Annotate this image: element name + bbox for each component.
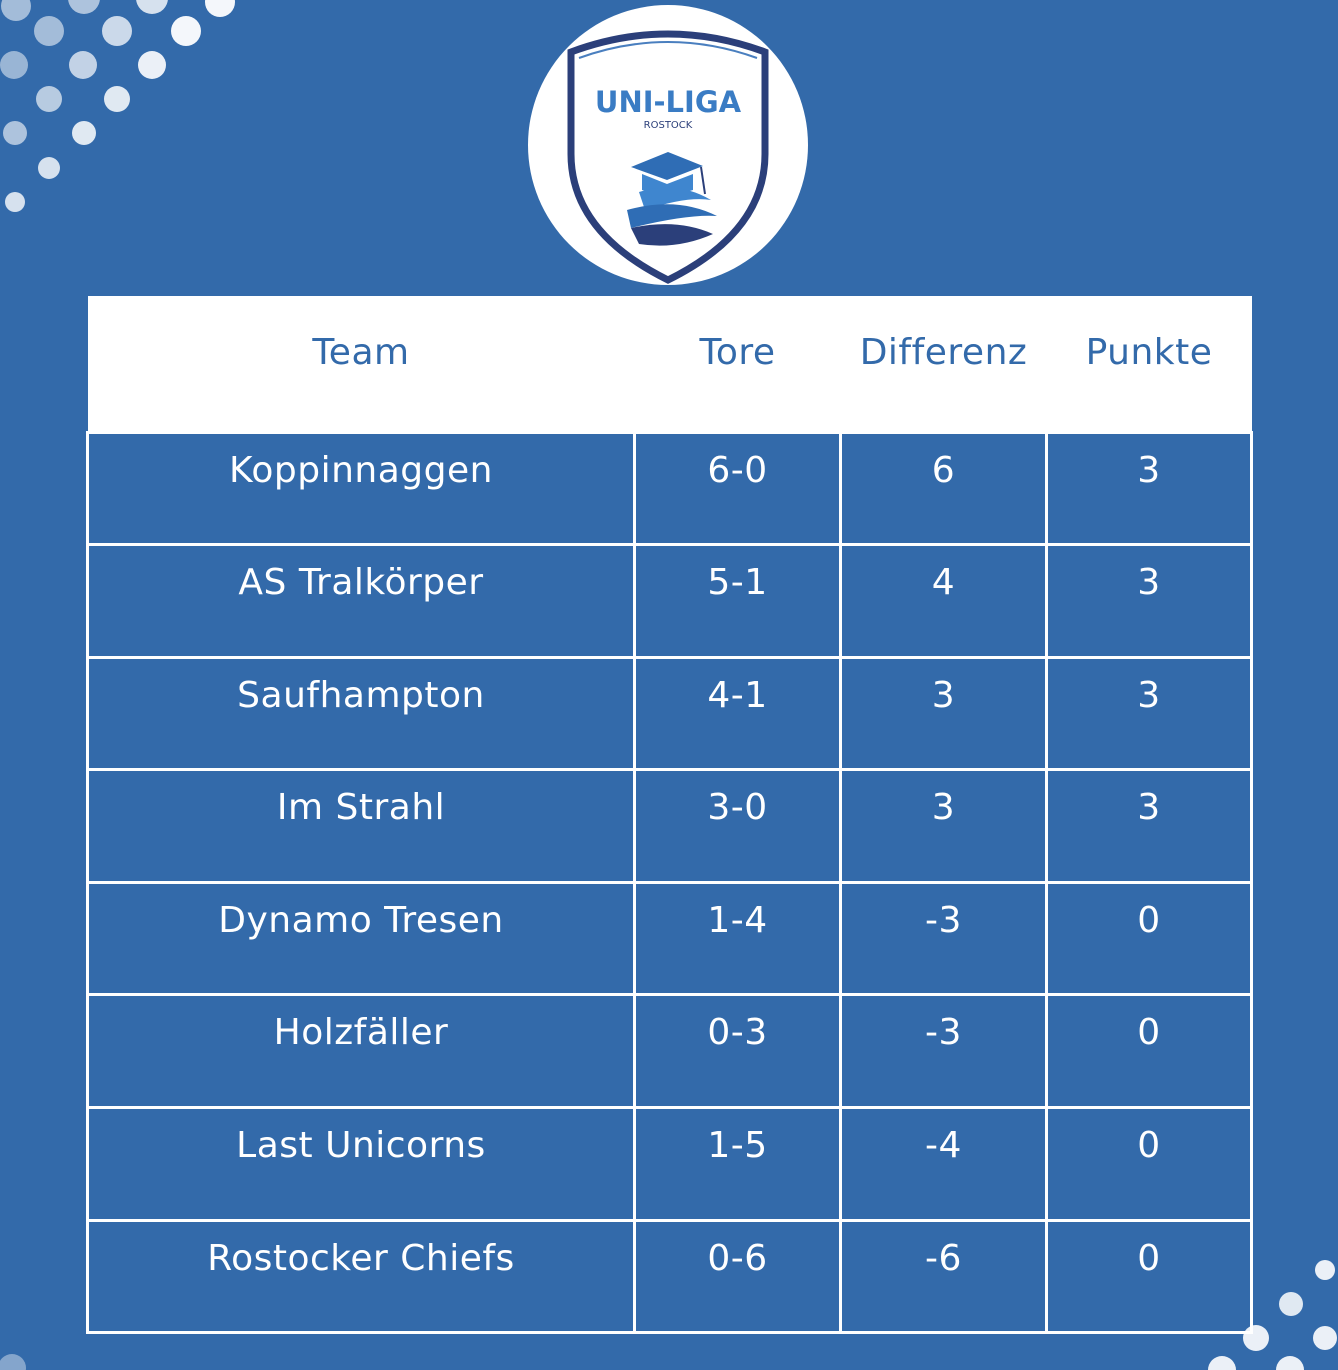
differenz-cell: 4 (839, 543, 1048, 659)
differenz-cell: -4 (839, 1106, 1048, 1222)
header-punkte: Punkte (1085, 332, 1213, 373)
punkte-cell: 0 (1045, 993, 1253, 1110)
header-tore: Tore (699, 332, 776, 373)
team-name: Im Strahl (86, 768, 636, 884)
league-logo: UNI-LIGA ROSTOCK (527, 4, 809, 286)
tore-cell: 5-1 (633, 543, 842, 659)
punkte-cell: 3 (1045, 543, 1253, 659)
logo-title: UNI-LIGA (595, 85, 742, 119)
punkte-cell: 0 (1045, 1106, 1253, 1222)
differenz-cell: -3 (839, 993, 1048, 1110)
team-name: Saufhampton (86, 655, 636, 772)
table-row: Saufhampton 4-1 3 3 (86, 655, 1253, 772)
team-name: Rostocker Chiefs (86, 1218, 636, 1335)
tore-cell: 4-1 (633, 655, 842, 772)
punkte-cell: 0 (1045, 880, 1253, 997)
table-row: Last Unicorns 1-5 -4 0 (86, 1106, 1253, 1222)
punkte-cell: 3 (1045, 768, 1253, 884)
differenz-cell: -6 (839, 1218, 1048, 1335)
tore-cell: 1-4 (633, 880, 842, 997)
table-row: Koppinnaggen 6-0 6 3 (86, 430, 1253, 547)
graduation-cap-icon (627, 152, 717, 246)
table-row: Holzfäller 0-3 -3 0 (86, 993, 1253, 1110)
logo-subtitle: ROSTOCK (644, 120, 693, 131)
differenz-cell: 6 (839, 430, 1048, 547)
table-row: Im Strahl 3-0 3 3 (86, 768, 1253, 884)
tore-cell: 0-6 (633, 1218, 842, 1335)
team-name: AS Tralkörper (86, 543, 636, 659)
punkte-cell: 3 (1045, 655, 1253, 772)
table-row: Dynamo Tresen 1-4 -3 0 (86, 880, 1253, 997)
tore-cell: 1-5 (633, 1106, 842, 1222)
header-differenz: Differenz (859, 332, 1028, 373)
standings-table: Team Tore Differenz Punkte Koppinnaggen … (86, 296, 1253, 1335)
differenz-cell: -3 (839, 880, 1048, 997)
punkte-cell: 0 (1045, 1218, 1253, 1335)
table-row: AS Tralkörper 5-1 4 3 (86, 543, 1253, 659)
table-header-row: Team Tore Differenz Punkte (87, 296, 1252, 432)
differenz-cell: 3 (839, 768, 1048, 884)
team-name: Last Unicorns (86, 1106, 636, 1222)
team-name: Koppinnaggen (86, 430, 636, 547)
tore-cell: 3-0 (633, 768, 842, 884)
header-team: Team (312, 332, 410, 373)
differenz-cell: 3 (839, 655, 1048, 772)
tore-cell: 6-0 (633, 430, 842, 547)
team-name: Holzfäller (86, 993, 636, 1110)
table-row: Rostocker Chiefs 0-6 -6 0 (86, 1218, 1253, 1335)
punkte-cell: 3 (1045, 430, 1253, 547)
team-name: Dynamo Tresen (86, 880, 636, 997)
tore-cell: 0-3 (633, 993, 842, 1110)
